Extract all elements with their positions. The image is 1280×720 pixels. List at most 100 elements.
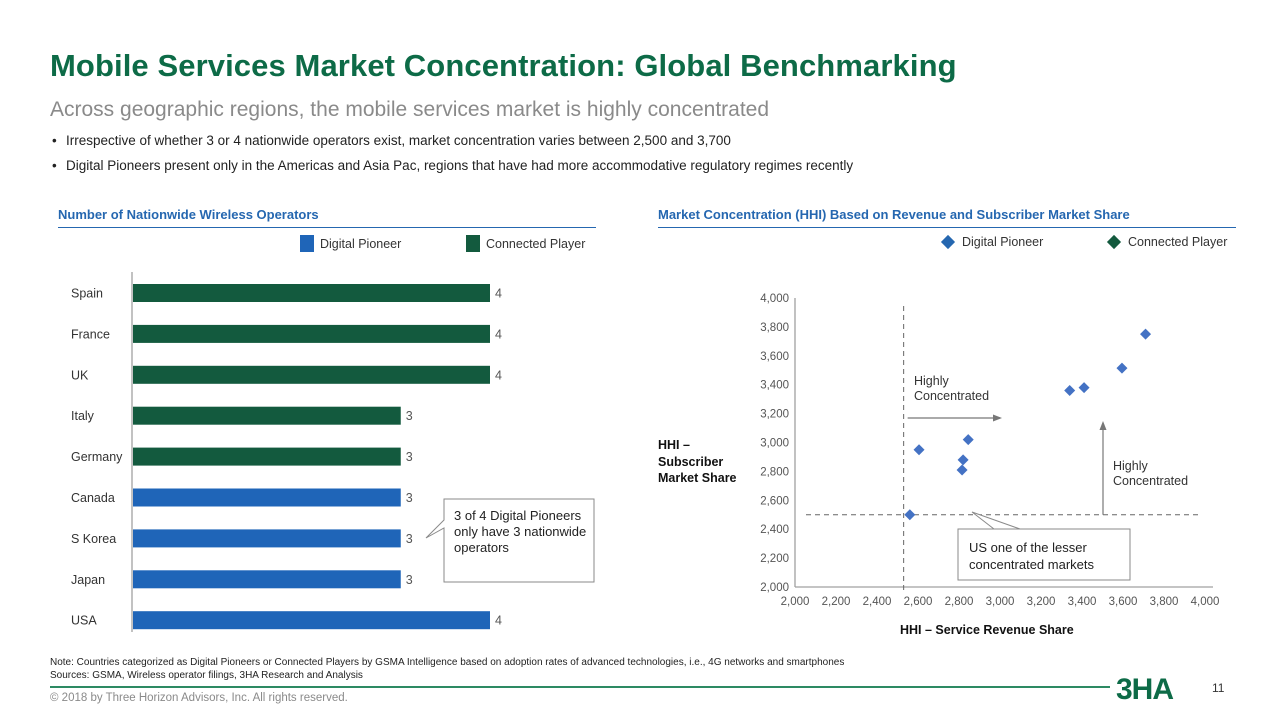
scatter-point	[913, 444, 925, 456]
bar-chart: Spain 4 France 4 UK 4 Italy 3 Germany 3 Canada 3 S K…	[71, 272, 595, 632]
bar-category-label: UK	[71, 368, 89, 382]
highly-concentrated-up-label: Highly Concentrated	[1113, 459, 1188, 489]
bar-value-label: 3	[406, 491, 413, 505]
y-tick-label: 2,400	[760, 524, 789, 536]
y-tick-label: 3,200	[760, 409, 789, 421]
x-tick-label: 2,200	[822, 596, 851, 608]
bar-germany	[133, 447, 401, 466]
annotation-line: US one of the lesser	[969, 540, 1087, 555]
scatter-x-axis-title: HHI – Service Revenue Share	[900, 623, 1074, 637]
scatter-point	[962, 434, 974, 446]
scatter-point	[904, 509, 916, 521]
annotation-line: Highly	[1113, 459, 1148, 473]
bullet-icon: •	[52, 158, 57, 173]
x-tick-label: 3,800	[1150, 596, 1179, 608]
legend-swatch-connected-player	[466, 235, 480, 252]
bar-value-label: 4	[495, 287, 502, 301]
bullet-text: Digital Pioneers present only in the Ame…	[66, 158, 854, 173]
bar-value-label: 3	[406, 573, 413, 587]
bar-chart-title-rule	[58, 227, 596, 228]
x-tick-label: 3,200	[1027, 596, 1056, 608]
bar-legend-digital-pioneer: Digital Pioneer	[300, 235, 401, 252]
sources-text: Sources: GSMA, Wireless operator filings…	[50, 669, 363, 681]
bar-uk	[133, 365, 490, 384]
x-tick-label: 3,400	[1068, 596, 1097, 608]
legend-label: Digital Pioneer	[320, 236, 402, 251]
y-tick-label: 2,800	[760, 466, 789, 478]
legend-label: Connected Player	[486, 236, 586, 251]
scatter-legend-digital-pioneer: Digital Pioneer	[940, 234, 1044, 250]
x-tick-label: 3,000	[986, 596, 1015, 608]
x-tick-label: 2,800	[945, 596, 974, 608]
scatter-point	[957, 454, 969, 466]
scatter-point	[1140, 328, 1152, 340]
annotation-line: Concentrated	[914, 389, 990, 403]
legend-swatch-digital-pioneer	[300, 235, 314, 252]
bar-value-label: 4	[495, 327, 502, 341]
bar-spain	[133, 284, 490, 302]
scatter-chart: 2,000 2,200 2,400 2,600 2,800 3,000 3,200 3,400…	[760, 293, 1220, 608]
digital-pioneer-callout	[425, 498, 595, 583]
us-callout-box	[957, 511, 1131, 581]
y-tick-label: 2,600	[760, 495, 789, 507]
y-axis-title-line: Market Share	[658, 471, 737, 485]
bullet-point: • Irrespective of whether 3 or 4 nationwi…	[52, 133, 731, 148]
bullet-text: Irrespective of whether 3 or 4 nationwid…	[66, 133, 731, 148]
arrow-right-icon	[993, 414, 1002, 422]
legend-label: Connected Player	[1128, 235, 1228, 249]
bar-value-label: 3	[406, 409, 413, 423]
bar-category-label: Spain	[71, 287, 103, 301]
y-axis-title-line: HHI –	[658, 438, 690, 452]
bar-value-label: 4	[495, 614, 502, 628]
bar-canada	[133, 488, 401, 507]
callout-box	[425, 498, 595, 583]
y-axis-title-line: Subscriber	[658, 454, 724, 469]
x-tick-label: 4,000	[1191, 596, 1220, 608]
bar-usa	[133, 611, 490, 630]
bullet-point: • Digital Pioneers present only in the Am…	[52, 158, 853, 173]
x-tick-label: 3,600	[1109, 596, 1138, 608]
legend-label: Digital Pioneer	[962, 235, 1044, 249]
bar-category-label: Japan	[71, 573, 105, 587]
scatter-point	[1064, 384, 1076, 396]
scatter-point	[956, 464, 968, 476]
scatter-point	[1116, 362, 1128, 374]
x-tick-label: 2,600	[904, 596, 933, 608]
y-tick-label: 3,400	[760, 380, 789, 392]
scatter-point	[1078, 382, 1090, 394]
bar-category-label: S Korea	[71, 532, 116, 546]
callout-text: 3 of 4 Digital Pioneers only have 3 nati…	[454, 508, 587, 555]
bar-chart-title: Number of Nationwide Wireless Operators	[58, 207, 319, 222]
y-tick-label: 4,000	[760, 293, 789, 305]
copyright: © 2018 by Three Horizon Advisors, Inc. A…	[50, 692, 348, 704]
bar-category-label: USA	[71, 614, 97, 628]
scatter-chart-title: Market Concentration (HHI) Based on Reve…	[658, 207, 1130, 222]
page-title: Mobile Services Market Concentration: Gl…	[50, 48, 957, 83]
bar-value-label: 3	[406, 450, 413, 464]
bar-category-label: Germany	[71, 450, 123, 464]
bar-italy	[133, 406, 401, 425]
bar-france	[133, 324, 490, 343]
x-tick-label: 2,400	[863, 596, 892, 608]
highly-concentrated-right-label: Highly Concentrated	[914, 374, 989, 404]
y-tick-label: 3,000	[760, 438, 789, 450]
note-text: Note: Countries categorized as Digital P…	[50, 657, 845, 668]
bar-value-label: 3	[406, 532, 413, 546]
footnote: Note: Countries categorized as Digital P…	[50, 657, 844, 682]
company-logo: 3HA	[1116, 673, 1174, 706]
scatter-legend-connected-player: Connected Player	[1106, 234, 1228, 250]
bar-legend-connected-player: Connected Player	[466, 235, 585, 252]
bar-category-label: Canada	[71, 491, 115, 505]
bar-s-korea	[133, 529, 401, 548]
bar-category-label: Italy	[71, 409, 95, 423]
footer-rule	[50, 686, 1110, 688]
bar-category-label: France	[71, 327, 110, 341]
y-tick-label: 3,600	[760, 351, 789, 363]
annotation-line: Concentrated	[1113, 474, 1189, 488]
y-tick-label: 3,800	[760, 322, 789, 334]
annotation-line: Highly	[914, 374, 949, 388]
us-callout-text: US one of the lesser concentrated market…	[969, 539, 1094, 573]
bar-japan	[133, 570, 401, 589]
bar-value-label: 4	[495, 368, 502, 382]
y-tick-label: 2,000	[760, 582, 789, 594]
